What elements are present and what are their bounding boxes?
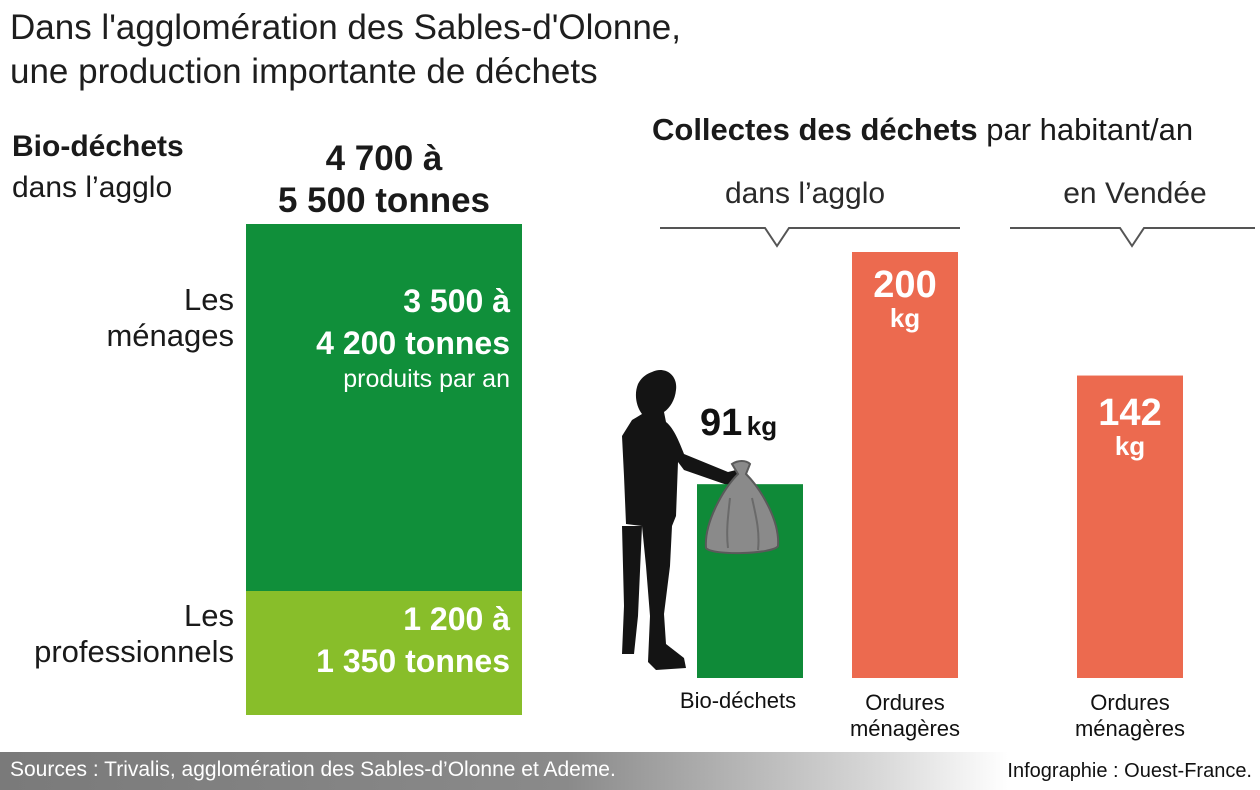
professionnels-value-line2: 1 350 tonnes (316, 643, 510, 679)
bracket-agglo (660, 227, 960, 248)
bar-value-biodechets: 91 (700, 402, 743, 444)
menages-label: Les ménages (40, 282, 234, 354)
menages-value: 3 500 à 4 200 tonnes produits par an (258, 280, 510, 394)
biodechets-heading-bold: Bio-déchets (12, 130, 184, 163)
title-line-1: Dans l'agglomération des Sables-d'Olonne… (10, 8, 681, 47)
menages-label-line2: ménages (106, 318, 234, 353)
category-ordures-vendee-line1: Ordures (1090, 690, 1170, 715)
professionnels-label-line2: professionnels (34, 634, 234, 669)
professionnels-value-line1: 1 200 à (403, 601, 510, 637)
menages-value-line1: 3 500 à (403, 283, 510, 319)
group-label-agglo: dans l’agglo (724, 177, 886, 210)
category-ordures-vendee-line2: ménagères (1074, 716, 1186, 741)
bar-unit-biodechets: kg (746, 411, 778, 441)
menages-value-sub: produits par an (343, 365, 510, 393)
biodechets-heading: Bio-déchets dans l’agglo (12, 126, 184, 208)
bar-unit-ordures-vendee: kg (1114, 431, 1146, 461)
category-ordures-agglo-line2: ménagères (849, 716, 961, 741)
credit-text: Infographie : Ouest-France. (1007, 760, 1252, 782)
bar-label-ordures-agglo: 200 kg (852, 266, 958, 332)
category-ordures-agglo-line1: Ordures (865, 690, 945, 715)
bar-value-ordures-agglo: 200 (873, 264, 937, 306)
biodechets-total-line1: 4 700 à (325, 139, 443, 178)
bar-label-biodechets: 91 kg (700, 402, 810, 445)
bracket-vendee (1010, 227, 1255, 248)
menages-value-line2: 4 200 tonnes (316, 325, 510, 361)
biodechets-total: 4 700 à 5 500 tonnes (246, 138, 522, 222)
category-label-ordures-agglo: Ordures ménagères (830, 690, 980, 742)
professionnels-value: 1 200 à 1 350 tonnes (258, 598, 510, 682)
category-biodechets-line1: Bio-déchets (679, 688, 797, 713)
biodechets-total-line2: 5 500 tonnes (277, 181, 491, 220)
title-line-2: une production importante de déchets (10, 52, 598, 91)
biodechets-heading-rest: dans l’agglo (12, 171, 173, 204)
menages-segment (246, 224, 522, 591)
menages-label-line1: Les (184, 282, 234, 317)
bar-value-ordures-vendee: 142 (1098, 392, 1162, 434)
bar-label-ordures-vendee: 142 kg (1077, 394, 1183, 460)
collectes-heading-bold: Collectes des déchets (652, 112, 978, 147)
professionnels-segment (246, 591, 522, 715)
group-label-vendee: en Vendée (1063, 177, 1207, 210)
bar-ordures-agglo (852, 252, 958, 678)
category-label-ordures-vendee: Ordures ménagères (1055, 690, 1205, 742)
bar-ordures-vendee (1077, 375, 1183, 678)
professionnels-label: Les professionnels (0, 598, 234, 670)
bar-unit-ordures-agglo: kg (889, 303, 921, 333)
collectes-heading-rest: par habitant/an (986, 112, 1194, 147)
page-title: Dans l'agglomération des Sables-d'Olonne… (10, 6, 681, 94)
collectes-heading: Collectes des déchets par habitant/an (652, 110, 1193, 150)
person-icon (622, 370, 740, 670)
category-label-biodechets: Bio-déchets (660, 688, 816, 714)
garbage-bag-icon (704, 460, 780, 555)
professionnels-label-line1: Les (184, 598, 234, 633)
sources-text: Sources : Trivalis, agglomération des Sa… (10, 758, 616, 781)
footer-bar (0, 752, 1260, 790)
